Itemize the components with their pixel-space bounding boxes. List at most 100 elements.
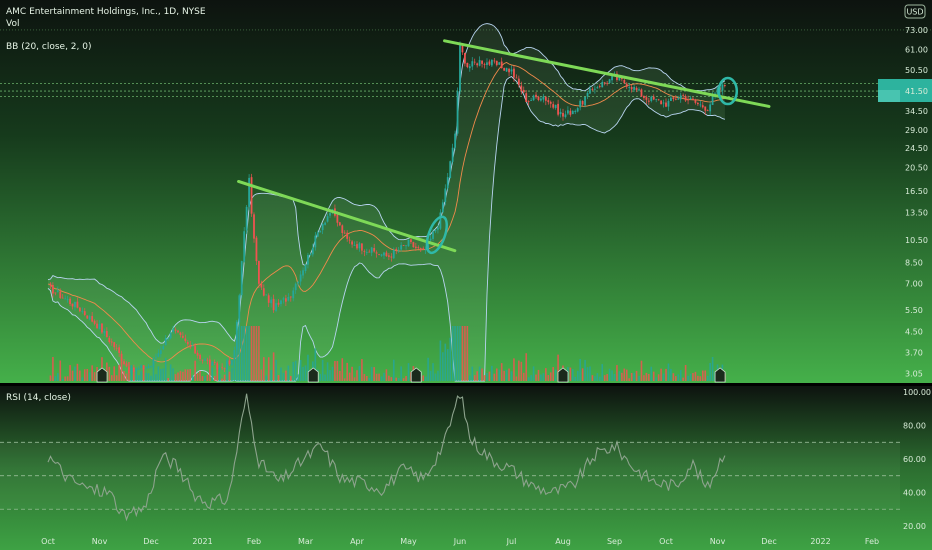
price-tick-label: 8.50 [905, 259, 923, 268]
volume-bar [689, 373, 692, 381]
current-price-box [878, 90, 900, 102]
volume-bar [61, 378, 64, 381]
volume-bar [540, 374, 542, 381]
candle-body [49, 283, 52, 286]
volume-bar [157, 366, 160, 381]
trendline [237, 179, 457, 253]
volume-bar [446, 349, 449, 381]
volume-bar [471, 366, 474, 381]
volume-bar [329, 370, 331, 381]
candle-body [267, 295, 270, 303]
volume-bar [118, 364, 120, 381]
volume-bar [52, 357, 54, 381]
volume-bar [331, 366, 334, 381]
candle-body [503, 68, 506, 71]
volume-bar [137, 375, 140, 381]
month-tick-label: Aug [555, 537, 571, 546]
volume-bar [625, 369, 628, 381]
candle-body [571, 110, 574, 115]
candle-body [186, 341, 189, 345]
rsi-tick-label: 60.00 [903, 455, 926, 464]
volume-bar [459, 326, 461, 381]
month-tick-label: Dec [761, 537, 776, 546]
volume-bar [711, 357, 714, 381]
candle-body [147, 366, 150, 368]
rsi-pane-background [0, 386, 932, 550]
volume-bar [434, 373, 437, 381]
rsi-tick-label: 20.00 [903, 522, 926, 531]
volume-bar [297, 374, 299, 381]
volume-bar [572, 368, 574, 381]
candle-body [601, 81, 604, 88]
volume-bar [611, 370, 613, 381]
volume-bar [280, 367, 282, 381]
candle-body [687, 99, 689, 101]
volume-bar [395, 377, 398, 381]
volume-bar [701, 370, 704, 381]
candle-body [86, 315, 89, 319]
candle-body [593, 88, 596, 90]
candle-body [481, 60, 483, 64]
volume-bar [69, 365, 71, 381]
candle-body [493, 60, 496, 62]
candle-body [527, 100, 530, 102]
volume-bar [407, 363, 410, 381]
volume-bar [285, 370, 287, 381]
volume-bar [483, 375, 486, 381]
volume-bar [236, 326, 238, 381]
volume-bar [608, 368, 611, 381]
candle-body [125, 363, 128, 367]
volume-bar [623, 368, 626, 381]
candle-body [704, 106, 707, 111]
candle-body [96, 323, 98, 329]
volume-bar [221, 378, 223, 381]
candle-body [589, 88, 591, 94]
candle-body [540, 98, 542, 101]
candle-body [81, 311, 84, 312]
volume-bar [518, 360, 520, 381]
volume-bar [211, 367, 214, 381]
price-tick-label: 24.50 [905, 144, 928, 153]
currency-badge-frame [904, 4, 926, 19]
volume-bar [88, 372, 91, 381]
candle-body [655, 98, 658, 100]
candle-body [461, 44, 464, 53]
candle-body [181, 335, 184, 338]
candle-body [711, 96, 714, 105]
volume-bar [172, 368, 174, 381]
candle-body [422, 248, 425, 250]
volume-bar [302, 366, 304, 381]
candle-body [554, 104, 557, 109]
volume-bar [270, 370, 272, 381]
candle-body [645, 97, 648, 100]
candle-body [157, 353, 160, 357]
candle-body [468, 66, 471, 69]
candle-body [464, 52, 466, 64]
candle-body [437, 227, 439, 230]
volume-bar [500, 363, 503, 381]
volume-bar [186, 369, 189, 381]
candle-body [302, 270, 304, 276]
currency-badge[interactable]: USD [904, 4, 926, 19]
volume-legend: Vol [6, 19, 19, 29]
candle-body [375, 252, 378, 254]
volume-bar [240, 326, 243, 381]
candle-body [407, 239, 410, 247]
volume-bar [692, 372, 694, 381]
price-tick-label: 20.50 [905, 163, 928, 172]
volume-bar [294, 360, 297, 381]
volume-bar [123, 371, 125, 381]
volume-bar [697, 375, 699, 381]
month-tick-label: Apr [350, 537, 365, 546]
volume-bar [687, 375, 689, 381]
candle-body [115, 347, 118, 349]
candle-body [564, 114, 567, 118]
candle-body [287, 296, 290, 301]
candle-body [638, 89, 640, 91]
volume-bar [606, 374, 608, 381]
volume-bar [549, 372, 552, 381]
candle-body [706, 110, 709, 112]
candle-body [537, 96, 540, 101]
candle-body [194, 345, 197, 354]
